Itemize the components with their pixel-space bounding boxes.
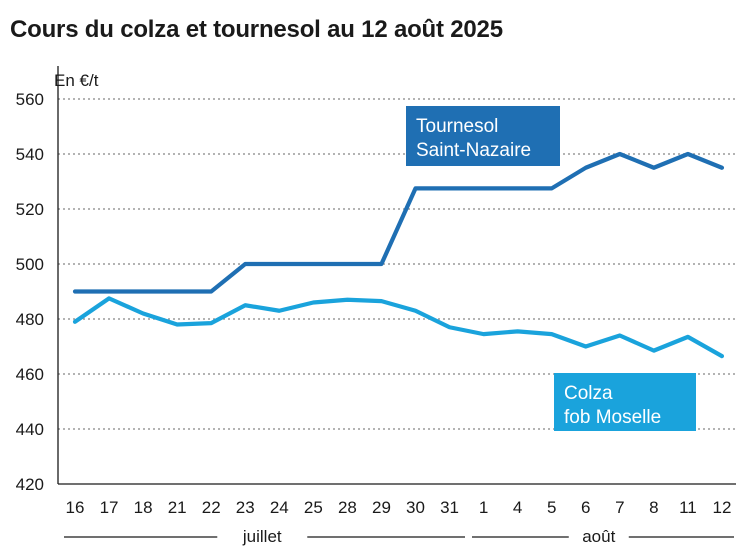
x-tick-label: 1 bbox=[479, 498, 488, 517]
y-tick-500: 500 bbox=[16, 255, 44, 274]
y-axis-ticks: 420 440 460 480 500 520 540 560 bbox=[16, 90, 44, 494]
month-label: juillet bbox=[242, 527, 282, 546]
x-tick-label: 30 bbox=[406, 498, 425, 517]
chart-title: Cours du colza et tournesol au 12 août 2… bbox=[10, 16, 503, 43]
x-tick-label: 17 bbox=[100, 498, 119, 517]
series-label-colza: Colza fob Moselle bbox=[554, 373, 696, 431]
series-lines bbox=[72, 151, 725, 359]
y-tick-560: 560 bbox=[16, 90, 44, 109]
y-tick-420: 420 bbox=[16, 475, 44, 494]
x-tick-label: 18 bbox=[134, 498, 153, 517]
y-tick-480: 480 bbox=[16, 310, 44, 329]
series-label-box bbox=[406, 106, 560, 166]
x-axis-ticks: 16 17 18 21 22 23 24 25 28 29 30 31 1 4 5 6 7 8 11 12 bbox=[66, 498, 732, 517]
y-tick-540: 540 bbox=[16, 145, 44, 164]
x-tick-label: 28 bbox=[338, 498, 357, 517]
x-tick-label: 31 bbox=[440, 498, 459, 517]
x-tick-label: 21 bbox=[168, 498, 187, 517]
y-tick-460: 460 bbox=[16, 365, 44, 384]
x-tick-label: 16 bbox=[66, 498, 85, 517]
series-label-text: Saint-Nazaire bbox=[416, 140, 531, 161]
month-label: août bbox=[582, 527, 615, 546]
series-label-box bbox=[554, 373, 696, 431]
x-tick-label: 23 bbox=[236, 498, 255, 517]
x-tick-label: 24 bbox=[270, 498, 289, 517]
x-tick-label: 7 bbox=[615, 498, 624, 517]
series-label-text: fob Moselle bbox=[564, 407, 661, 428]
x-tick-label: 5 bbox=[547, 498, 556, 517]
x-tick-label: 12 bbox=[712, 498, 731, 517]
series-labels: Tournesol Saint-Nazaire Colza fob Moselle bbox=[406, 106, 696, 431]
series-label-tournesol: Tournesol Saint-Nazaire bbox=[406, 106, 560, 166]
x-tick-label: 6 bbox=[581, 498, 590, 517]
axes bbox=[57, 66, 736, 485]
y-axis-label: En €/t bbox=[54, 71, 99, 90]
series-line-tournesol bbox=[72, 151, 725, 294]
x-tick-label: 4 bbox=[513, 498, 522, 517]
series-label-text: Tournesol bbox=[416, 116, 498, 137]
x-tick-label: 22 bbox=[202, 498, 221, 517]
x-tick-label: 8 bbox=[649, 498, 658, 517]
series-line-colza bbox=[72, 296, 725, 359]
x-tick-label: 29 bbox=[372, 498, 391, 517]
series-label-text: Colza bbox=[564, 383, 613, 404]
x-tick-label: 11 bbox=[679, 498, 697, 517]
y-tick-440: 440 bbox=[16, 420, 44, 439]
x-tick-label: 25 bbox=[304, 498, 323, 517]
month-groups: juillet août bbox=[64, 527, 734, 546]
y-tick-520: 520 bbox=[16, 200, 44, 219]
